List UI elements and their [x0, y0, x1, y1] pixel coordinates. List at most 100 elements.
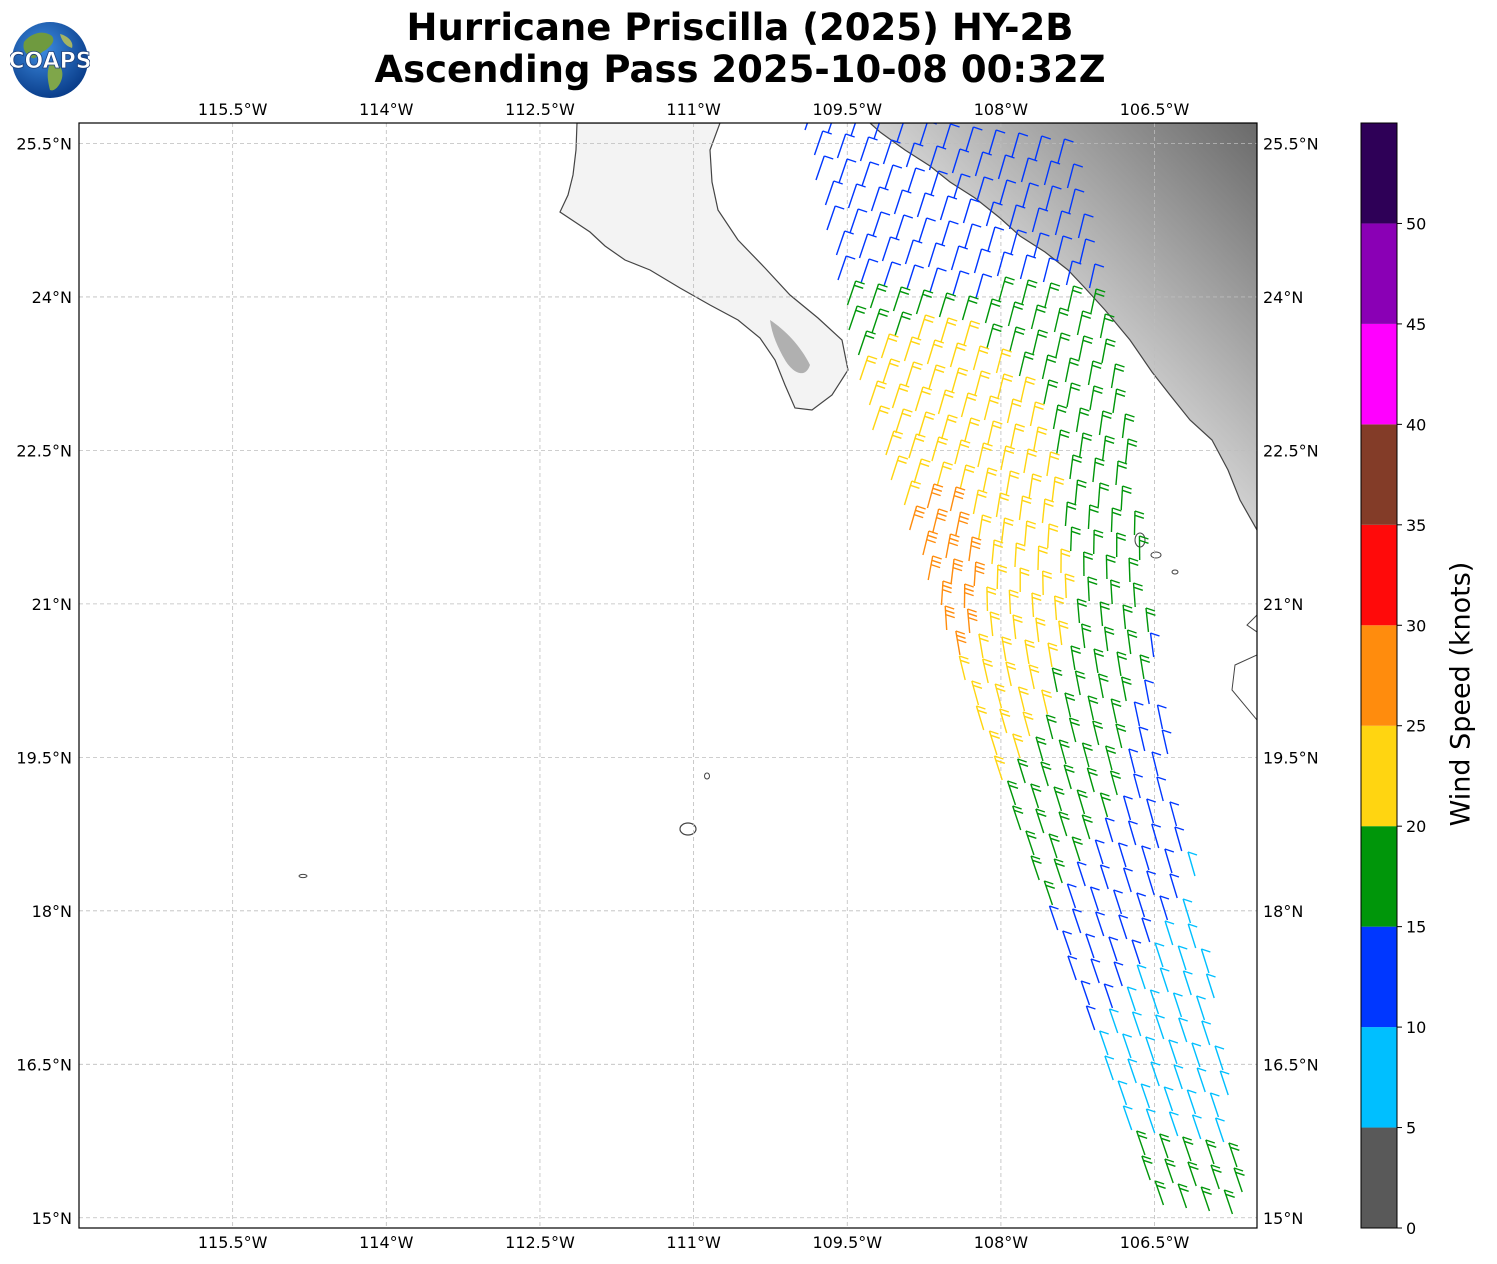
wind-barb: [1092, 720, 1104, 746]
lat-label-left-0: 25.5°N: [16, 134, 72, 153]
wind-barb: [953, 173, 971, 199]
wind-barb: [1081, 814, 1093, 840]
wind-barb: [1104, 817, 1115, 843]
colorbar-bin-2: [1361, 926, 1397, 1028]
wind-barb: [1141, 1155, 1153, 1181]
colorbar-tick-label-3: 15: [1406, 918, 1426, 937]
wind-barb: [1108, 1008, 1119, 1034]
wind-barb: [1154, 942, 1165, 968]
wind-barb: [1146, 798, 1156, 824]
wind-barb: [1035, 617, 1046, 643]
wind-barb: [1055, 332, 1071, 358]
wind-barb: [1094, 839, 1105, 865]
wind-barb: [1079, 238, 1095, 264]
lat-label-right-4: 19.5°N: [1263, 748, 1319, 767]
wind-barb: [1001, 636, 1012, 662]
wind-barb: [1120, 676, 1132, 702]
wind-barb: [988, 129, 1006, 155]
wind-barb: [1074, 479, 1087, 505]
wind-barb: [1127, 820, 1138, 846]
wind-barb: [1067, 285, 1083, 311]
wind-barb: [857, 330, 876, 356]
lat-label-left-4: 19.5°N: [16, 748, 72, 767]
wind-barb: [1163, 1086, 1174, 1112]
wind-barb: [813, 130, 832, 156]
wind-barb: [815, 155, 834, 181]
wind-barb: [1120, 485, 1132, 511]
wind-barb: [1047, 523, 1059, 549]
wind-barb: [1115, 460, 1128, 486]
wind-barb: [1156, 776, 1167, 802]
wind-barb: [1010, 423, 1025, 449]
lat-label-right-7: 15°N: [1263, 1209, 1303, 1228]
wind-barb: [1097, 673, 1109, 699]
wind-barb: [1012, 733, 1024, 759]
wind-barb: [941, 220, 959, 246]
wind-barb: [940, 317, 958, 343]
wind-barb: [1035, 808, 1047, 834]
wind-barb: [1068, 188, 1085, 214]
lon-label-top-4: 109.5°W: [812, 100, 882, 119]
wind-barb: [838, 158, 857, 184]
wind-barb: [982, 467, 998, 493]
wind-barb: [891, 383, 910, 409]
wind-barb: [1066, 163, 1084, 189]
wind-barb: [975, 273, 993, 299]
wind-barb: [1146, 870, 1157, 896]
wind-barb: [929, 267, 947, 293]
wind-barb: [926, 339, 945, 365]
lat-label-left-1: 24°N: [32, 288, 72, 307]
colorbar-tick-label-5: 25: [1406, 717, 1426, 736]
wind-barb: [885, 430, 904, 456]
wind-barb: [1099, 1030, 1109, 1056]
wind-barb: [975, 705, 987, 731]
wind-barb: [1214, 1045, 1225, 1071]
wind-barb: [987, 226, 1005, 252]
socorro-island: [679, 822, 697, 836]
wind-barb: [1131, 1011, 1142, 1037]
wind-barb: [1046, 451, 1060, 477]
wind-barb: [1008, 589, 1019, 615]
wind-barb: [1035, 736, 1047, 762]
wind-barb: [914, 386, 933, 412]
wind-barb: [945, 533, 960, 559]
wind-barb: [1132, 582, 1144, 608]
wind-barb: [835, 230, 854, 256]
wind-barb: [966, 608, 978, 634]
wind-barb: [1110, 363, 1125, 389]
wind-barb: [1071, 908, 1082, 934]
wind-barb: [1174, 826, 1185, 852]
wind-barb: [1065, 260, 1082, 286]
lon-label-top-1: 114°W: [359, 100, 414, 119]
wind-barb: [1031, 592, 1042, 618]
wind-barb: [1139, 654, 1151, 680]
wind-barb: [1191, 1042, 1202, 1068]
wind-barb: [999, 179, 1017, 205]
wind-barb: [1006, 780, 1019, 806]
colorbar-tick-label-7: 35: [1406, 516, 1426, 535]
wind-barb: [894, 311, 913, 337]
wind-barb: [1077, 213, 1094, 239]
wind-barb: [931, 436, 949, 462]
lon-label-bottom-3: 111°W: [666, 1233, 721, 1252]
wind-barb: [1083, 551, 1093, 577]
lat-label-left-7: 15°N: [32, 1209, 72, 1228]
wind-barb: [1122, 1033, 1132, 1059]
lon-label-bottom-5: 108°W: [974, 1233, 1029, 1252]
wind-barb: [1075, 407, 1090, 433]
wind-barb: [1159, 1133, 1171, 1159]
colorbar-tick-label-0: 0: [1406, 1219, 1416, 1238]
wind-barb: [963, 320, 981, 346]
wind-barb: [1145, 607, 1156, 633]
wind-barb: [880, 333, 899, 359]
wind-barb: [1093, 529, 1104, 555]
wind-barb: [1086, 767, 1098, 793]
wind-barb: [977, 442, 993, 468]
wind-barb: [1037, 545, 1048, 571]
wind-barb: [1018, 495, 1032, 521]
wind-barb: [958, 655, 970, 681]
colorbar-tick-label-9: 45: [1406, 315, 1426, 334]
wind-barb: [973, 248, 991, 274]
wind-barb: [971, 680, 983, 706]
wind-barb: [905, 142, 924, 168]
